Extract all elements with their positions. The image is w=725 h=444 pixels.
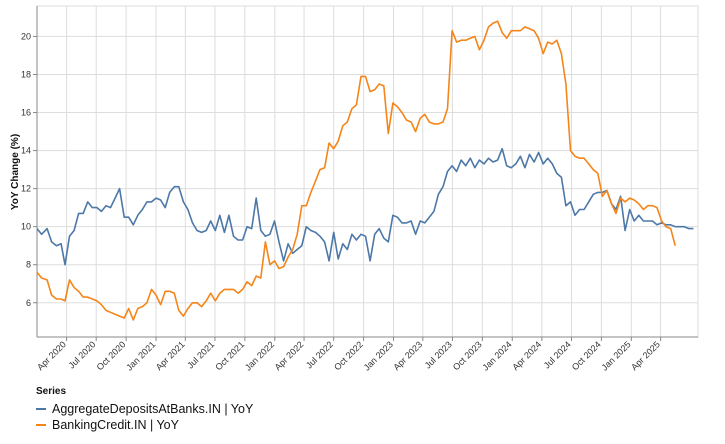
series-lines <box>36 20 694 321</box>
x-tick-label: Jul 2022 <box>304 339 335 370</box>
x-tick-label: Jul 2020 <box>66 339 97 370</box>
x-tick-label: Oct 2024 <box>570 339 603 372</box>
x-tick-label: Jan 2025 <box>599 339 632 372</box>
x-tick-label: Apr 2025 <box>629 339 662 372</box>
y-axis-title: YoY Change (%) <box>10 134 21 210</box>
x-tick-label: Jul 2024 <box>542 339 573 370</box>
series-line-1 <box>36 20 676 321</box>
x-tick-label: Jan 2023 <box>362 339 395 372</box>
y-tick-label: 18 <box>21 69 31 79</box>
series-line-0 <box>36 147 694 266</box>
y-tick-label: 16 <box>21 108 31 118</box>
legend: Series AggregateDepositsAtBanks.IN | YoY… <box>36 386 253 433</box>
x-tick-label: Apr 2023 <box>391 339 424 372</box>
x-tick-label: Oct 2021 <box>213 339 246 372</box>
legend-swatch-deposits <box>36 408 46 410</box>
y-tick-label: 10 <box>21 222 31 232</box>
legend-item-credit: BankingCredit.IN | YoY <box>36 417 253 433</box>
legend-label-deposits: AggregateDepositsAtBanks.IN | YoY <box>52 402 254 416</box>
y-tick-label: 8 <box>26 260 31 270</box>
x-tick-label: Apr 2021 <box>154 339 187 372</box>
x-tick-label: Jan 2022 <box>243 339 276 372</box>
x-tick-label: Jul 2023 <box>423 339 454 370</box>
legend-title: Series <box>36 386 67 397</box>
x-tick-label: Oct 2022 <box>332 339 365 372</box>
legend-label-credit: BankingCredit.IN | YoY <box>52 418 179 432</box>
legend-item-deposits: AggregateDepositsAtBanks.IN | YoY <box>36 401 253 417</box>
x-tick-label: Jan 2021 <box>124 339 157 372</box>
y-tick-label: 12 <box>21 184 31 194</box>
x-tick-label: Apr 2024 <box>510 339 543 372</box>
grid-lines <box>36 5 699 338</box>
y-tick-label: 20 <box>21 31 31 41</box>
legend-swatch-credit <box>36 424 46 426</box>
y-tick-label: 6 <box>26 298 31 308</box>
x-tick-label: Apr 2022 <box>273 339 306 372</box>
y-tick-label: 14 <box>21 146 31 156</box>
plot-frame <box>36 5 699 338</box>
x-tick-label: Oct 2023 <box>451 339 484 372</box>
x-tick-label: Apr 2020 <box>35 339 68 372</box>
x-tick-label: Jul 2021 <box>185 339 216 370</box>
x-tick-label: Oct 2020 <box>95 339 128 372</box>
x-tick-label: Jan 2024 <box>480 339 513 372</box>
